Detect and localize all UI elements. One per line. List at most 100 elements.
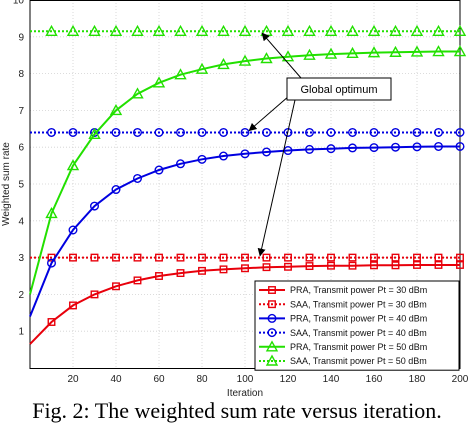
- legend-label: SAA, Transmit power Pt = 50 dBm: [290, 356, 427, 366]
- data-point: [369, 127, 379, 137]
- data-point: [176, 253, 185, 262]
- data-point: [455, 141, 465, 151]
- data-point: [90, 253, 99, 262]
- legend-marker: [265, 340, 279, 352]
- legend-box: [254, 280, 460, 371]
- legend-item: SAA, Transmit power Pt = 30 dBm: [259, 299, 427, 309]
- data-point: [410, 24, 424, 36]
- data-point: [88, 127, 101, 140]
- series-pra-transmit-power-pt-30-dbm: [29, 261, 464, 345]
- data-point: [131, 87, 144, 99]
- y-tick-label: 10: [13, 0, 25, 7]
- data-point: [132, 127, 142, 137]
- data-point: [218, 127, 228, 137]
- data-point: [434, 253, 443, 262]
- data-point: [262, 253, 271, 262]
- data-point: [219, 253, 228, 262]
- data-point: [174, 24, 187, 36]
- legend-label: PRA, Transmit power Pt = 30 dBm: [290, 285, 427, 295]
- data-point: [453, 45, 467, 57]
- data-point: [412, 127, 422, 137]
- data-point: [112, 282, 120, 291]
- x-tick-label: 140: [323, 374, 340, 385]
- data-point: [432, 24, 445, 36]
- data-point: [305, 262, 314, 271]
- series-saa-transmit-power-pt-50-dbm: [30, 24, 467, 36]
- legend-item: PRA, Transmit power Pt = 40 dBm: [259, 314, 427, 324]
- legend-marker: [267, 328, 277, 338]
- x-tick-label: 180: [409, 374, 426, 385]
- data-point: [47, 127, 57, 137]
- y-tick-label: 9: [18, 32, 24, 43]
- data-point: [217, 24, 230, 36]
- weighted-sum-rate-chart: 20 40 60 80 100 120 140 160 180 200 1 2 3 4 5 6 7 8 9 10 It…: [1, 0, 469, 399]
- legend-marker: [268, 286, 276, 294]
- x-tick-label: 120: [280, 374, 297, 385]
- data-point: [326, 144, 336, 154]
- data-point: [348, 127, 358, 137]
- data-point: [152, 76, 166, 88]
- x-axis-label: Iteration: [227, 388, 263, 399]
- data-point: [284, 262, 292, 271]
- data-point: [111, 185, 121, 195]
- x-tick-label: 20: [67, 374, 79, 385]
- data-point: [131, 24, 144, 36]
- data-point: [348, 143, 358, 153]
- data-point: [238, 24, 252, 36]
- x-tick-label: 200: [452, 374, 469, 385]
- data-point: [305, 253, 314, 262]
- data-point: [389, 45, 402, 57]
- data-point: [133, 253, 142, 262]
- data-point: [69, 253, 77, 262]
- data-point: [66, 24, 80, 36]
- data-point: [370, 261, 378, 270]
- data-point: [174, 68, 187, 80]
- data-point: [283, 146, 293, 156]
- data-point: [155, 272, 163, 280]
- data-point: [284, 253, 292, 262]
- data-point: [154, 165, 164, 175]
- annotation-arrow: [261, 32, 302, 79]
- data-point: [109, 24, 123, 36]
- data-point: [262, 147, 272, 157]
- annotation-arrow: [257, 99, 296, 257]
- data-point: [133, 276, 142, 285]
- legend-marker: [265, 354, 279, 366]
- data-point: [198, 266, 206, 275]
- data-point: [175, 159, 185, 169]
- series-layer: [29, 24, 467, 345]
- data-point: [412, 142, 422, 152]
- data-point: [197, 154, 207, 164]
- data-point: [195, 24, 209, 36]
- data-point: [89, 201, 99, 211]
- y-tick-label: 2: [18, 290, 24, 301]
- data-point: [132, 173, 142, 183]
- series-line: [29, 145, 460, 317]
- plot-area: [29, 0, 461, 369]
- data-point: [88, 24, 101, 36]
- data-point: [434, 261, 443, 269]
- data-point: [453, 24, 467, 36]
- data-point: [152, 24, 166, 36]
- data-point: [69, 301, 77, 310]
- data-point: [324, 24, 338, 36]
- data-point: [197, 127, 207, 137]
- x-tick-label: 60: [153, 374, 165, 385]
- data-point: [175, 127, 185, 137]
- data-point: [456, 261, 464, 269]
- data-point: [111, 127, 121, 137]
- data-point: [47, 258, 57, 268]
- axis-ticks: 20 40 60 80 100 120 140 160 180 200 1 2 3 4 5 6 7 8 9 10: [13, 0, 469, 385]
- data-point: [369, 143, 379, 153]
- data-point: [324, 47, 338, 59]
- data-point: [283, 127, 293, 137]
- legend-label: PRA, Transmit power Pt = 50 dBm: [290, 342, 427, 352]
- x-tick-label: 40: [110, 374, 122, 385]
- y-tick-label: 1: [18, 327, 24, 338]
- data-point: [66, 159, 80, 171]
- series-saa-transmit-power-pt-40-dbm: [30, 127, 465, 137]
- annotation-box: [286, 77, 392, 101]
- data-point: [346, 46, 359, 59]
- data-point: [456, 253, 464, 262]
- data-point: [370, 253, 378, 262]
